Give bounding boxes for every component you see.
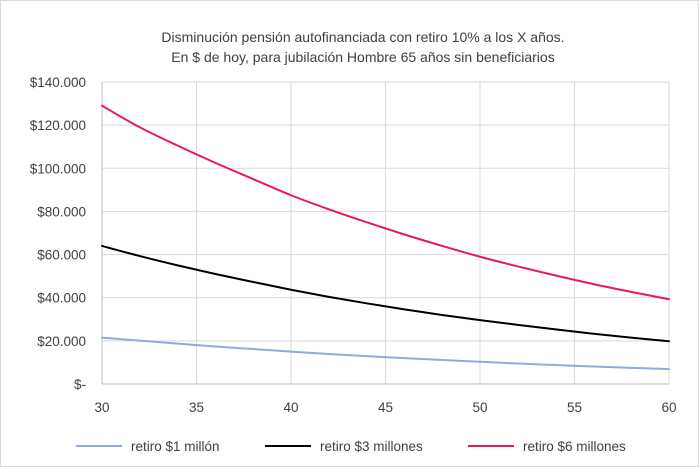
x-tick-label: 40 — [283, 400, 298, 415]
y-tick-label: $120.000 — [30, 118, 86, 133]
y-tick-label: $100.000 — [30, 161, 86, 176]
series-line-2 — [101, 244, 670, 343]
legend-label-2: retiro $3 millones — [320, 439, 423, 454]
y-tick-label: $80.000 — [37, 204, 86, 219]
y-tick-label: $140.000 — [30, 75, 86, 90]
series-lines — [101, 104, 670, 371]
y-tick-label: $- — [74, 377, 86, 392]
x-tick-label: 55 — [567, 400, 582, 415]
chart-subtitle: En $ de hoy, para jubilación Hombre 65 a… — [171, 49, 554, 65]
x-tick-label: 60 — [661, 400, 676, 415]
y-tick-label: $20.000 — [37, 334, 86, 349]
series-line-1 — [101, 336, 670, 371]
legend-label-1: retiro $1 millón — [131, 439, 220, 454]
grid — [101, 81, 670, 384]
legend: retiro $1 millón retiro $3 millones retiro… — [76, 439, 626, 454]
series-line-3 — [101, 104, 670, 301]
axes: $- $20.000 $40.000 $60.000 $80.000 $100.000 $1… — [30, 75, 677, 415]
x-tick-label: 50 — [472, 400, 487, 415]
x-tick-label: 45 — [378, 400, 393, 415]
chart-title: Disminución pensión autofinanciada con r… — [161, 29, 564, 45]
x-tick-label: 30 — [94, 400, 109, 415]
legend-label-3: retiro $6 millones — [523, 439, 626, 454]
y-tick-label: $60.000 — [37, 248, 86, 263]
x-tick-label: 35 — [189, 400, 204, 415]
y-tick-label: $40.000 — [37, 291, 86, 306]
